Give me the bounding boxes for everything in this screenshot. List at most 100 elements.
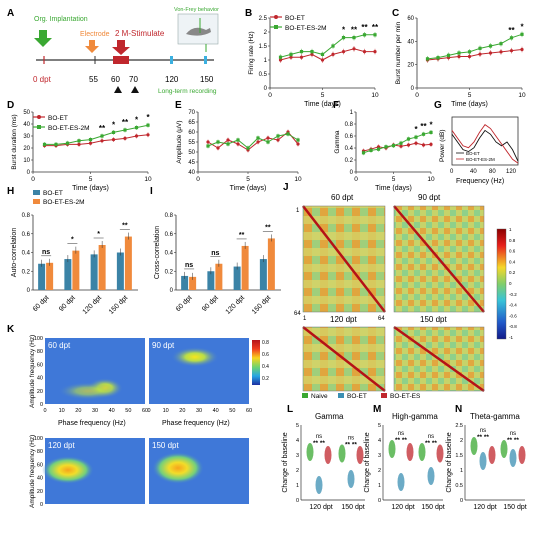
- data-point: [216, 140, 220, 144]
- data-point: [134, 126, 139, 130]
- ns-mark: ns: [480, 428, 486, 434]
- group-label: 120 dpt: [473, 504, 496, 511]
- y-axis-label: Firing rate (Hz): [248, 31, 255, 74]
- data-point: [376, 147, 381, 151]
- data-point: [520, 32, 524, 36]
- group-legend: Naive BO-ET BO-ET-ES: [302, 393, 421, 400]
- y-tick-label: 1: [460, 468, 463, 474]
- x-tick-label: 5: [468, 92, 472, 99]
- panel-label-g: G: [434, 100, 442, 111]
- ns-mark: ns: [428, 434, 434, 440]
- svg-text:64: 64: [294, 311, 301, 317]
- bar: [38, 263, 46, 290]
- data-point: [299, 55, 304, 59]
- violin-shape: [356, 446, 364, 464]
- data-point: [399, 144, 403, 148]
- y-tick-label: 0.8: [345, 122, 354, 128]
- legend-h-boet: BO-ET: [43, 190, 63, 197]
- y-axis-label: Amplitude (μV): [176, 120, 183, 163]
- x-tick-label: 0: [31, 176, 35, 183]
- y-tick-label: 1.5: [259, 44, 268, 50]
- data-point: [509, 36, 514, 40]
- k-xlabel-2: Phase frequency (Hz): [162, 420, 230, 427]
- k-x-tick: 10: [59, 408, 65, 414]
- g-legend-es2m: BO-ET-ES-2M: [466, 157, 495, 162]
- data-point: [331, 52, 335, 57]
- bar-chart-h: 0 0.2 0.4 0.6 0.8 Auto-correlation ns 60 dpt * 90…: [11, 213, 138, 316]
- violin-shape: [509, 449, 517, 467]
- k-y-tick: 40: [37, 476, 43, 482]
- y-tick-label: 50: [23, 110, 30, 116]
- y-tick-label: 0: [378, 498, 381, 504]
- k-y-tick: 100: [34, 336, 43, 342]
- data-point: [361, 151, 366, 155]
- x-axis-label: Time (days): [451, 101, 488, 108]
- panel-label-k: K: [7, 324, 15, 335]
- x-tick-label: 10: [371, 92, 379, 99]
- data-point: [373, 33, 377, 37]
- series-line-1: [280, 34, 375, 58]
- category-label: 90 dpt: [58, 294, 77, 313]
- y-tick-label: 1.5: [455, 453, 463, 459]
- y-tick-label: 60: [188, 130, 195, 136]
- orange-arrow-icon: [85, 40, 99, 53]
- bar: [181, 275, 189, 290]
- data-point: [310, 50, 314, 54]
- category-label: 90 dpt: [201, 294, 220, 313]
- y-tick-label: 40: [188, 170, 195, 176]
- y-axis-label: Cross-correlation: [154, 226, 161, 279]
- data-point: [77, 139, 81, 143]
- y-tick-label: 3: [378, 453, 381, 459]
- data-point: [289, 52, 293, 56]
- y-tick-label: 0.4: [345, 146, 354, 152]
- comod-120-label: 120 dpt: [48, 441, 75, 450]
- recording-window-120: [170, 56, 173, 64]
- data-point: [299, 50, 304, 54]
- y-axis-label: Burst duration (ms): [11, 114, 18, 169]
- data-point: [77, 142, 81, 146]
- violin-shape: [479, 452, 487, 470]
- x-tick-label: 10: [518, 92, 526, 99]
- line-plot-c: 0 20 40 60 0 5 10 Time (days) Burst number per m…: [395, 16, 526, 108]
- data-point: [499, 42, 503, 46]
- significance-mark: *: [71, 237, 74, 244]
- series-line-0: [44, 134, 149, 147]
- violin-shape: [436, 444, 444, 463]
- data-point: [369, 148, 373, 152]
- y-tick-label: 0.2: [345, 158, 354, 164]
- data-point: [278, 55, 283, 59]
- x-tick-label: 10: [294, 176, 302, 183]
- panel-label-m: M: [373, 404, 381, 415]
- y-tick-label: 70: [188, 110, 195, 116]
- ns-mark: ns: [398, 431, 404, 437]
- group-label: 150 dpt: [341, 504, 364, 511]
- significance-star: **: [420, 122, 427, 131]
- x-tick-label: 0: [415, 92, 419, 99]
- colorbar-label: 0.6: [509, 249, 516, 254]
- heatmap-colorbar: 1 0.8 0.6 0.4 0.2 0 -0.2 -0.4 -0.6 -0.8 -1: [496, 227, 517, 340]
- series-line-1: [363, 131, 432, 154]
- panel-n-title: Theta-gamma: [470, 412, 520, 421]
- violin-shape: [427, 467, 435, 485]
- data-point: [478, 46, 482, 50]
- comod-90-label: 90 dpt: [152, 341, 175, 350]
- violin-shape: [406, 443, 414, 461]
- x-axis-label: Time (days): [230, 185, 267, 192]
- heatmap-60: 60 dpt 1 64 1 64: [294, 193, 386, 322]
- y-axis-label: Burst number per min: [395, 21, 402, 84]
- y-tick-label: 0.6: [165, 232, 174, 238]
- stimulate-label: 2 M-Stimulate: [115, 29, 165, 38]
- spectrum-line-1: [451, 124, 519, 164]
- data-point: [320, 52, 325, 56]
- data-point: [414, 141, 418, 145]
- significance-mark: **: [122, 223, 128, 230]
- data-point: [256, 136, 260, 140]
- legend-boet-l: BO-ET: [347, 393, 367, 400]
- significance-star: *: [146, 113, 150, 122]
- x-tick-label: 0: [268, 92, 272, 99]
- significance-star: **: [351, 26, 358, 35]
- data-point: [296, 138, 300, 142]
